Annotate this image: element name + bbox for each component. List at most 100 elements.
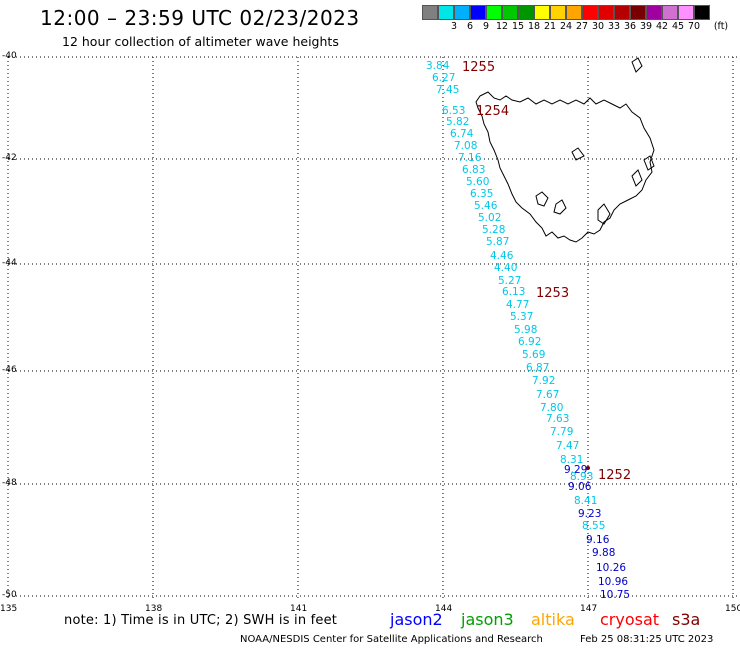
swh-observation: 3.84 (426, 60, 450, 72)
legend-swatch (630, 5, 646, 20)
legend-label: 21 (543, 21, 557, 32)
swh-observation: 5.87 (486, 236, 510, 248)
map-subtitle: 12 hour collection of altimeter wave hei… (62, 34, 339, 49)
legend-label: 24 (559, 21, 573, 32)
longitude-label: 141 (290, 604, 308, 614)
legend-swatch (662, 5, 678, 20)
legend-swatch (438, 5, 454, 20)
legend-unit: (ft) (713, 21, 729, 32)
legend-swatch (518, 5, 534, 20)
observation-marker (586, 466, 590, 470)
flinders-islet (631, 57, 643, 73)
swh-observation: 7.45 (436, 84, 460, 96)
latitude-label: -50 (2, 590, 17, 600)
legend-swatch (502, 5, 518, 20)
satellite-s3a: s3a (672, 610, 701, 629)
legend-label: 12 (495, 21, 509, 32)
legend-label: 36 (623, 21, 637, 32)
swh-observation: 6.74 (450, 128, 474, 140)
bruny-island (597, 203, 611, 225)
swh-observation: 9.23 (578, 508, 602, 520)
legend-swatch (598, 5, 614, 20)
tasmania-mainland (475, 91, 655, 243)
satellite-jason3: jason3 (461, 610, 514, 629)
swh-observation: 6.92 (518, 336, 542, 348)
legend-label: 27 (575, 21, 589, 32)
swh-observation: 5.82 (446, 116, 470, 128)
longitude-label: 135 (0, 604, 18, 614)
swh-observation: 7.47 (556, 440, 580, 452)
swh-observation: 5.98 (514, 324, 538, 336)
legend-label: 6 (466, 21, 474, 32)
tasmania-coastline (475, 57, 655, 243)
legend-swatch (486, 5, 502, 20)
swh-observation: 5.27 (498, 275, 522, 287)
lake-inlet (553, 199, 567, 215)
swh-observation: 6.87 (526, 362, 550, 374)
legend-label: 42 (655, 21, 669, 32)
legend-label: 70 (687, 21, 701, 32)
longitude-label: 144 (435, 604, 453, 614)
map-title: 12:00 – 23:59 UTC 02/23/2023 (40, 6, 360, 30)
swh-observation: 8.93 (570, 471, 594, 483)
swh-observation: 9.16 (586, 534, 610, 546)
legend-swatch (566, 5, 582, 20)
swh-observation: 6.13 (502, 286, 526, 298)
swh-observation: 10.75 (600, 589, 631, 601)
color-legend-labels: 3 6 9 12 15 18 21 24 27 30 33 36 39 42 45 70 (ft) (422, 21, 740, 35)
swh-observation: 9.29 (564, 464, 588, 476)
inlet-2 (535, 191, 549, 207)
swh-observation: 4.77 (506, 299, 530, 311)
timestamp: Feb 25 08:31:25 UTC 2023 (580, 634, 714, 645)
legend-swatch (422, 5, 438, 20)
legend-swatch (694, 5, 710, 20)
swh-observation: 5.46 (474, 200, 498, 212)
legend-swatch (582, 5, 598, 20)
graticule (7, 56, 740, 600)
swh-observation: 8.55 (582, 520, 606, 532)
satellite-cryosat: cryosat (600, 610, 660, 629)
swh-observation: 5.02 (478, 212, 502, 224)
swh-observation: 7.67 (536, 389, 560, 401)
north-coast-islet (571, 147, 585, 161)
pass-label-1252: 1252 (598, 468, 632, 483)
legend-swatch (646, 5, 662, 20)
legend-label: 45 (671, 21, 685, 32)
legend-swatch (534, 5, 550, 20)
latitude-label: -40 (2, 51, 17, 61)
swh-observation: 4.46 (490, 250, 514, 262)
swh-observation: 7.16 (458, 152, 482, 164)
legend-swatch (614, 5, 630, 20)
latitude-label: -46 (2, 365, 17, 375)
swh-observation: 7.80 (540, 402, 564, 414)
satellite-altika: altika (531, 610, 575, 629)
legend-label: 9 (482, 21, 490, 32)
swh-observation: 6.27 (432, 72, 456, 84)
longitude-label: 138 (145, 604, 163, 614)
swh-observation: 5.69 (522, 349, 546, 361)
legend-swatch (454, 5, 470, 20)
legend-swatch (550, 5, 566, 20)
swh-observation: 8.41 (574, 495, 598, 507)
swh-observation: 7.79 (550, 426, 574, 438)
swh-observation: 7.63 (546, 413, 570, 425)
swh-observation: 6.35 (470, 188, 494, 200)
swh-observation: 9.88 (592, 547, 616, 559)
swh-observation: 5.60 (466, 176, 490, 188)
east-islet (643, 155, 655, 171)
legend-label: 30 (591, 21, 605, 32)
swh-observation: 6.53 (442, 105, 466, 117)
legend-swatch (678, 5, 694, 20)
footnote: note: 1) Time is in UTC; 2) SWH is in fe… (64, 613, 338, 628)
pass-label-1255: 1255 (462, 60, 496, 75)
swh-observation: 5.37 (510, 311, 534, 323)
pass-label-1254: 1254 (476, 104, 510, 119)
latitude-label: -42 (2, 153, 17, 163)
latitude-label: -44 (2, 258, 17, 268)
longitude-label: 150 (725, 604, 740, 614)
swh-observation: 10.96 (598, 576, 629, 588)
latitude-label: -48 (2, 478, 17, 488)
swh-observation: 4.40 (494, 262, 518, 274)
legend-label: 18 (527, 21, 541, 32)
